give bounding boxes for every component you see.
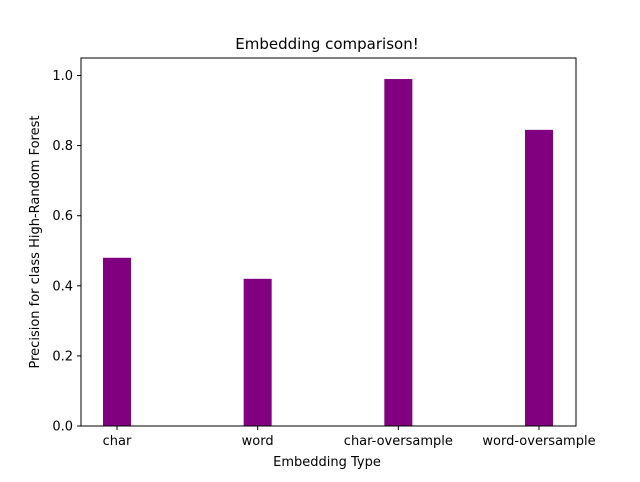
y-tick-label: 0.0 [52, 420, 73, 435]
y-axis-label: Precision for class High-Random Forest [28, 116, 43, 369]
bar-word-oversample [525, 129, 553, 426]
y-tick-label: 0.8 [52, 139, 73, 154]
plot-frame [80, 57, 577, 427]
y-tick-label: 0.4 [52, 279, 73, 294]
bar-char [103, 257, 131, 426]
x-tick-label: char [103, 434, 132, 449]
chart-title: Embedding comparison! [235, 35, 418, 53]
bars-group [103, 79, 553, 427]
x-axis-label: Embedding Type [273, 455, 381, 470]
bar-word [243, 278, 272, 426]
bar-char-oversample [384, 79, 413, 427]
y-tick-label: 0.2 [52, 349, 73, 364]
y-tick-label: 1.0 [52, 69, 73, 84]
y-tick-label: 0.6 [52, 209, 73, 224]
x-tick-label: char-oversample [344, 434, 453, 449]
y-axis: 0.0 0.2 0.4 0.6 0.8 1.0 [52, 69, 81, 435]
x-tick-label: word-oversample [482, 434, 595, 449]
x-axis: char word char-oversample word-oversample [103, 426, 596, 449]
x-tick-label: word [242, 434, 274, 449]
